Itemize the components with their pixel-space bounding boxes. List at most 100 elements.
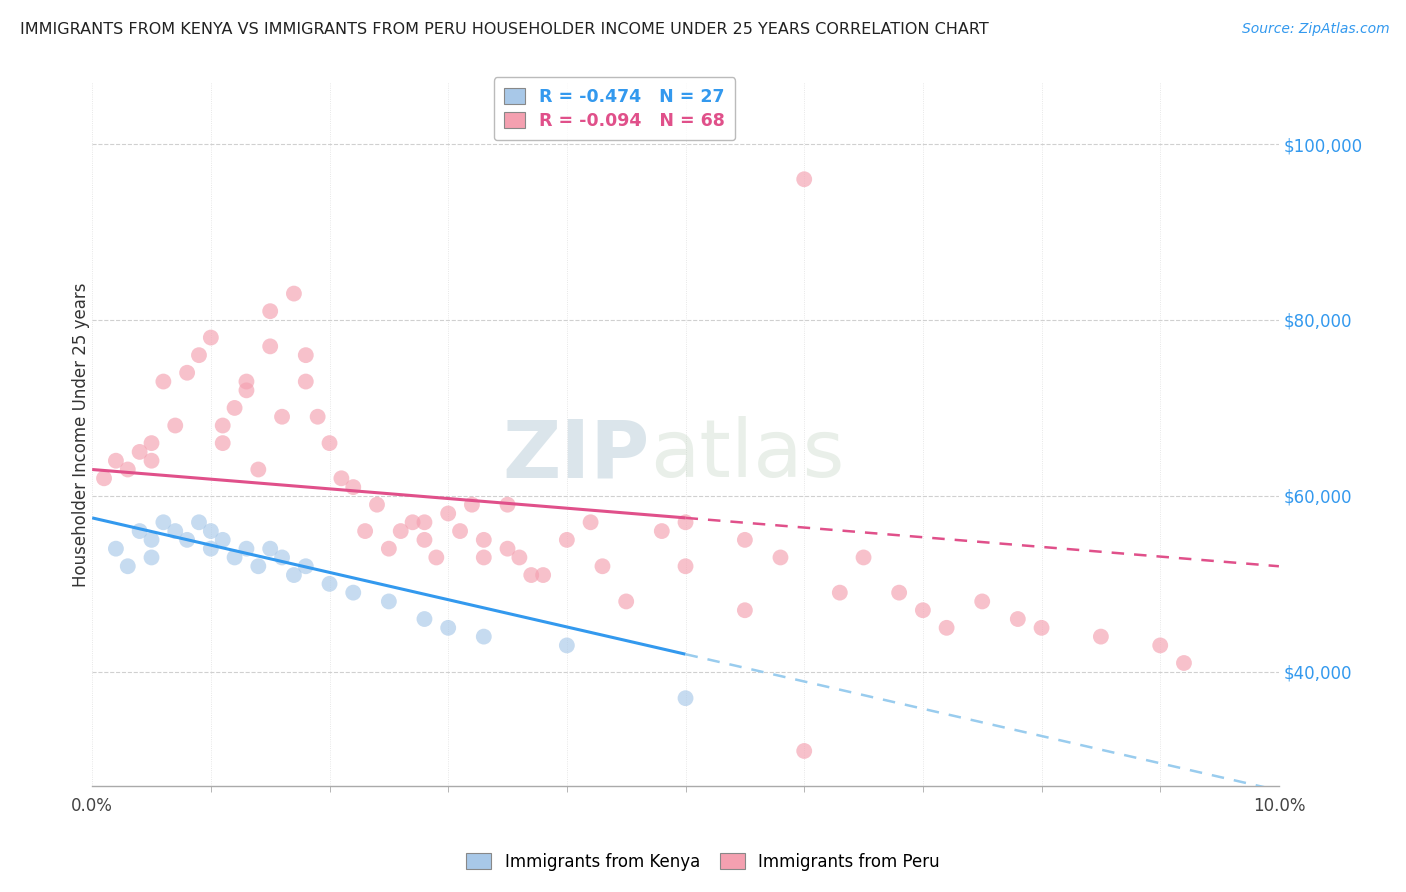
Point [128,524,150,538]
Point [247,559,270,574]
Point [318,577,340,591]
Point [437,507,460,521]
Point [235,375,257,389]
Point [117,559,139,574]
Point [378,594,401,608]
Point [165,524,187,538]
Point [520,568,543,582]
Point [259,304,281,318]
Point [200,330,222,344]
Point [294,348,316,362]
Point [389,524,412,538]
Point [413,612,436,626]
Point [271,409,294,424]
Point [283,286,305,301]
Point [413,533,436,547]
Point [793,744,815,758]
Point [461,498,484,512]
Point [378,541,401,556]
Point [496,541,519,556]
Point [496,498,519,512]
Point [283,568,305,582]
Point [141,550,163,565]
Point [508,550,530,565]
Point [141,533,163,547]
Point [793,172,815,186]
Point [318,436,340,450]
Y-axis label: Householder Income Under 25 years: Householder Income Under 25 years [72,282,90,587]
Point [354,524,377,538]
Point [259,541,281,556]
Point [413,516,436,530]
Point [294,559,316,574]
Point [307,409,329,424]
Point [531,568,554,582]
Point [176,533,198,547]
Point [889,585,911,599]
Point [675,691,697,706]
Point [259,339,281,353]
Point [104,453,127,467]
Text: IMMIGRANTS FROM KENYA VS IMMIGRANTS FROM PERU HOUSEHOLDER INCOME UNDER 25 YEARS : IMMIGRANTS FROM KENYA VS IMMIGRANTS FROM… [20,22,988,37]
Point [614,594,637,608]
Point [1149,639,1171,653]
Point [734,533,756,547]
Point [117,462,139,476]
Point [141,436,163,450]
Point [211,436,233,450]
Point [294,375,316,389]
Point [1007,612,1029,626]
Point [675,559,697,574]
Point [235,384,257,398]
Point [472,550,495,565]
Point [235,541,257,556]
Point [675,516,697,530]
Point [1090,630,1112,644]
Point [366,498,388,512]
Point [200,524,222,538]
Point [152,375,174,389]
Point [93,471,115,485]
Point [211,533,233,547]
Point [828,585,851,599]
Point [224,550,246,565]
Point [437,621,460,635]
Point [769,550,792,565]
Point [472,533,495,547]
Point [449,524,471,538]
Point [972,594,994,608]
Point [128,445,150,459]
Point [152,516,174,530]
Point [224,401,246,415]
Point [342,585,364,599]
Legend: Immigrants from Kenya, Immigrants from Peru: Immigrants from Kenya, Immigrants from P… [458,845,948,880]
Legend: R = -0.474   N = 27, R = -0.094   N = 68: R = -0.474 N = 27, R = -0.094 N = 68 [494,77,735,140]
Point [734,603,756,617]
Point [555,639,578,653]
Text: Source: ZipAtlas.com: Source: ZipAtlas.com [1241,22,1389,37]
Point [1031,621,1053,635]
Point [425,550,447,565]
Point [591,559,613,574]
Point [247,462,270,476]
Point [342,480,364,494]
Text: atlas: atlas [650,417,845,494]
Point [472,630,495,644]
Point [211,418,233,433]
Point [852,550,875,565]
Point [104,541,127,556]
Point [188,348,211,362]
Text: ZIP: ZIP [503,417,650,494]
Point [935,621,957,635]
Point [271,550,294,565]
Point [1173,656,1195,670]
Point [911,603,934,617]
Point [555,533,578,547]
Point [165,418,187,433]
Point [176,366,198,380]
Point [141,453,163,467]
Point [579,516,602,530]
Point [401,516,423,530]
Point [651,524,673,538]
Point [330,471,353,485]
